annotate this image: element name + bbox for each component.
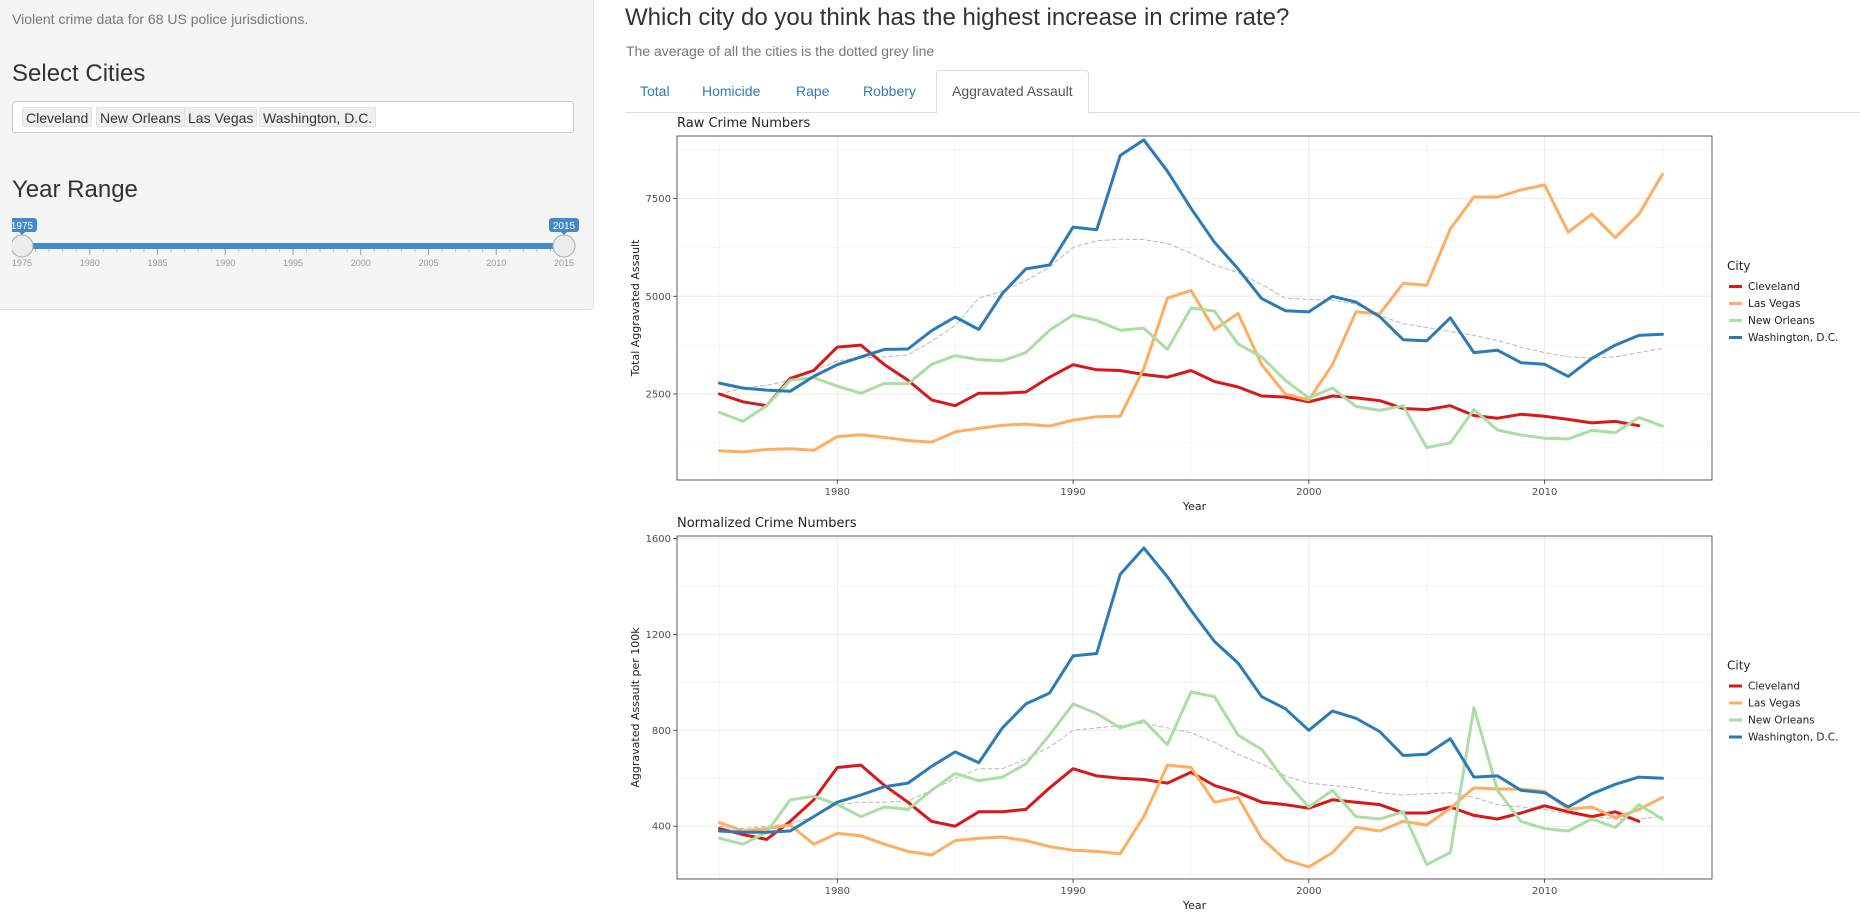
legend-label-washington-d-c: Washington, D.C.	[1748, 332, 1838, 344]
x-axis-title: Year	[1182, 500, 1207, 513]
slider-from-badge: 1975	[12, 218, 37, 235]
tab-rape[interactable]: Rape	[796, 83, 830, 99]
city-chip-las-vegas[interactable]: Las Vegas	[184, 107, 258, 127]
slider-tick-label: 1975	[12, 258, 32, 268]
y-tick-label: 7500	[646, 194, 671, 205]
chart-title: Normalized Crime Numbers	[677, 516, 857, 531]
legend: City Cleveland Las Vegas New Orleans Washing…	[1727, 259, 1838, 344]
series-line-las-vegas	[717, 172, 1664, 454]
y-tick-label: 1600	[646, 534, 671, 545]
series-line-average	[718, 722, 1663, 830]
tab-total[interactable]: Total	[640, 83, 670, 99]
series-line-new-orleans	[717, 690, 1664, 867]
slider-to-badge-pointer	[561, 232, 567, 235]
plot-panel-border	[676, 535, 1713, 880]
slider-to-handle[interactable]	[552, 234, 576, 258]
slider-to-label: 2015	[553, 221, 576, 232]
chart-1: Raw Crime Numbers 1980 1990 2000 2010 2500 500…	[629, 116, 1838, 513]
x-tick-label: 1980	[825, 487, 850, 498]
series-line-cleveland	[717, 763, 1641, 841]
series-line-las-vegas	[717, 763, 1664, 869]
legend: City Cleveland Las Vegas New Orleans Washing…	[1727, 659, 1838, 744]
year-slider-graphic[interactable]: 1975 1980 1985 1990 1995 2000 2005 2010 2015 1975…	[12, 216, 582, 276]
slider-from-label: 1975	[12, 221, 34, 232]
city-select-input[interactable]: Cleveland New Orleans Las Vegas Washingt…	[12, 101, 574, 133]
series-line-washington-d-c	[717, 546, 1664, 834]
slider-to-badge: 2015	[549, 218, 579, 235]
slider-to-badge-box	[549, 218, 579, 232]
legend-label-las-vegas: Las Vegas	[1748, 698, 1801, 710]
slider-tick-label: 2005	[418, 258, 438, 268]
chart-2: Normalized Crime Numbers 1980 1990 2000 2010…	[629, 516, 1838, 912]
chart-title: Raw Crime Numbers	[677, 116, 811, 131]
y-axis-title: Total Aggravated Assault	[629, 239, 642, 378]
sidebar-panel: Violent crime data for 68 US police juri…	[0, 0, 594, 310]
y-tick-label: 400	[652, 822, 671, 833]
legend-title: City	[1727, 259, 1751, 273]
slider-selected-bar	[22, 243, 564, 249]
year-range-label: Year Range	[12, 176, 138, 203]
x-tick-label: 2010	[1532, 487, 1557, 498]
slider-tick-label: 2010	[486, 258, 506, 268]
city-chip-cleveland[interactable]: Cleveland	[22, 107, 93, 127]
city-chip-washington-dc[interactable]: Washington, D.C.	[259, 107, 377, 127]
page-subtitle: The average of all the cities is the dot…	[626, 43, 935, 59]
y-tick-label: 1200	[646, 630, 671, 641]
legend-label-washington-d-c: Washington, D.C.	[1748, 732, 1838, 744]
legend-label-new-orleans: New Orleans	[1748, 715, 1815, 727]
year-range-slider[interactable]: 1975 1980 1985 1990 1995 2000 2005 2010 2015 1975…	[12, 216, 582, 276]
x-tick-label: 2000	[1296, 487, 1321, 498]
series-line-new-orleans	[717, 306, 1664, 450]
slider-tick-label: 1990	[215, 258, 235, 268]
x-tick-label: 1990	[1060, 487, 1085, 498]
legend-label-cleveland: Cleveland	[1748, 281, 1800, 293]
x-tick-label: 2000	[1296, 886, 1321, 897]
tab-divider	[625, 112, 1860, 113]
x-tick-label: 1980	[825, 886, 850, 897]
y-tick-label: 5000	[646, 292, 671, 303]
slider-tick-label: 1980	[80, 258, 100, 268]
city-chip-new-orleans[interactable]: New Orleans	[96, 107, 185, 127]
tab-aggravated-assault[interactable]: Aggravated Assault	[936, 70, 1089, 114]
intro-text: Violent crime data for 68 US police juri…	[12, 11, 309, 27]
series-line-cleveland	[717, 343, 1641, 428]
slider-from-handle[interactable]	[12, 234, 34, 258]
slider-tick-label: 1985	[147, 258, 167, 268]
slider-from-badge-box	[12, 218, 37, 232]
legend-title: City	[1727, 659, 1751, 673]
x-axis-title: Year	[1182, 899, 1207, 912]
select-cities-label: Select Cities	[12, 60, 146, 87]
plot-panel-border	[676, 135, 1713, 481]
slider-tick-label: 1995	[283, 258, 303, 268]
legend-label-new-orleans: New Orleans	[1748, 315, 1815, 327]
slider-tick-label: 2000	[351, 258, 371, 268]
x-tick-label: 2010	[1532, 886, 1557, 897]
series-line-washington-d-c	[717, 138, 1664, 393]
legend-label-cleveland: Cleveland	[1748, 681, 1800, 693]
y-tick-label: 2500	[646, 390, 671, 401]
x-tick-label: 1990	[1060, 886, 1085, 897]
page-title: Which city do you think has the highest …	[625, 4, 1290, 31]
tab-robbery[interactable]: Robbery	[863, 83, 916, 99]
slider-from-badge-pointer	[19, 232, 25, 235]
legend-label-las-vegas: Las Vegas	[1748, 298, 1801, 310]
y-axis-title: Aggravated Assault per 100k	[629, 627, 642, 788]
tab-bar: Total Homicide Rape Robbery Aggravated A…	[625, 70, 1860, 114]
tab-homicide[interactable]: Homicide	[702, 83, 761, 99]
slider-tick-label: 2015	[554, 258, 574, 268]
y-tick-label: 800	[652, 726, 671, 737]
